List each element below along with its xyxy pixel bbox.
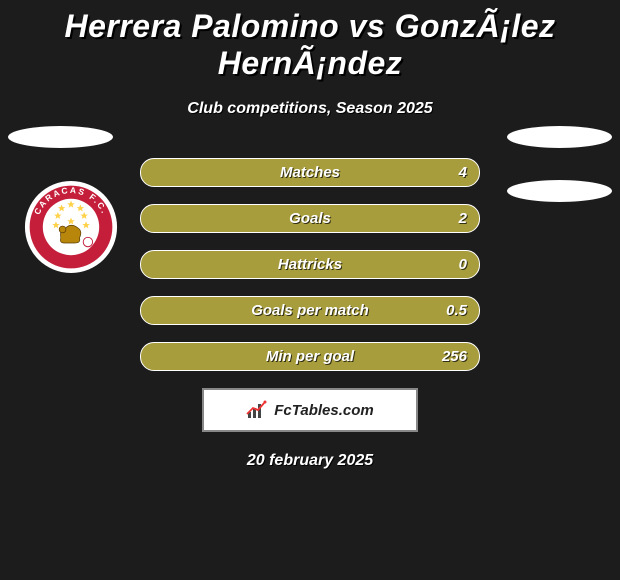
stat-label: Goals per match: [141, 297, 479, 324]
right-pill-2: [507, 180, 612, 202]
stat-row: Min per goal256: [140, 342, 480, 371]
club-crest: CARACAS F.C.: [24, 180, 118, 274]
stat-row: Goals2: [140, 204, 480, 233]
stat-label: Min per goal: [141, 343, 479, 370]
stat-row: Matches4: [140, 158, 480, 187]
stat-value-right: 0.5: [446, 297, 467, 324]
stat-label: Hattricks: [141, 251, 479, 278]
stat-label: Matches: [141, 159, 479, 186]
stat-value-right: 0: [459, 251, 467, 278]
stat-value-right: 4: [459, 159, 467, 186]
date-text: 20 february 2025: [0, 452, 620, 470]
fctables-logo: FcTables.com: [202, 388, 418, 432]
page-subtitle: Club competitions, Season 2025: [0, 100, 620, 118]
stat-value-right: 256: [442, 343, 467, 370]
right-pill-1: [507, 126, 612, 148]
stat-row: Hattricks0: [140, 250, 480, 279]
bar-chart-icon: [246, 400, 268, 420]
left-pill: [8, 126, 113, 148]
stat-label: Goals: [141, 205, 479, 232]
stat-value-right: 2: [459, 205, 467, 232]
page-title: Herrera Palomino vs GonzÃ¡lez HernÃ¡ndez: [0, 0, 620, 82]
stat-row: Goals per match0.5: [140, 296, 480, 325]
fctables-text: FcTables.com: [274, 402, 373, 419]
